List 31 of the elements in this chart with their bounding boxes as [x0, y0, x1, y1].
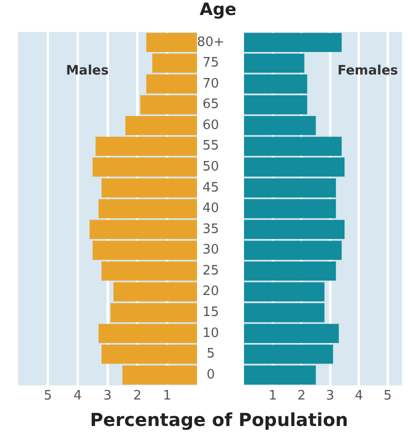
y-tick-label: 75: [202, 56, 219, 71]
y-tick-label: 70: [202, 76, 219, 92]
y-tick-label: 35: [202, 222, 219, 237]
x-tick-label: 3: [103, 388, 112, 404]
y-tick-label: 55: [202, 138, 219, 154]
y-tick-label: 5: [206, 346, 215, 362]
x-tick-label: 4: [354, 388, 364, 404]
y-tick-label: 45: [202, 180, 219, 196]
series-label: Females: [338, 64, 398, 79]
text: Males: [66, 64, 109, 79]
x-tick-label: 5: [383, 388, 392, 404]
y-tick-label: 30: [202, 242, 219, 258]
y-tick-label: 80+: [197, 34, 224, 50]
y-tick-label: 15: [202, 305, 219, 320]
x-tick-label: 4: [74, 388, 82, 404]
y-tick-label: 60: [202, 118, 219, 133]
y-tick-label: 0: [206, 367, 215, 382]
y-tick-label: 50: [202, 160, 219, 174]
x-tick-label: 2: [133, 388, 142, 404]
x-tick-label: 1: [268, 388, 277, 404]
x-tick-label: 1: [163, 388, 172, 404]
y-tick-label: 25: [202, 263, 219, 278]
x-axis-title: Percentage of Population: [88, 410, 350, 431]
x-tick-label: 5: [44, 388, 52, 404]
chart-title: Age: [198, 0, 238, 20]
y-tick-label: 40: [202, 201, 219, 216]
y-tick-label: 20: [202, 284, 219, 300]
y-tick-label: 10: [202, 326, 219, 341]
y-tick-label: 65: [202, 97, 219, 112]
x-tick-label: 2: [297, 388, 306, 404]
x-tick-label: 3: [326, 388, 334, 404]
